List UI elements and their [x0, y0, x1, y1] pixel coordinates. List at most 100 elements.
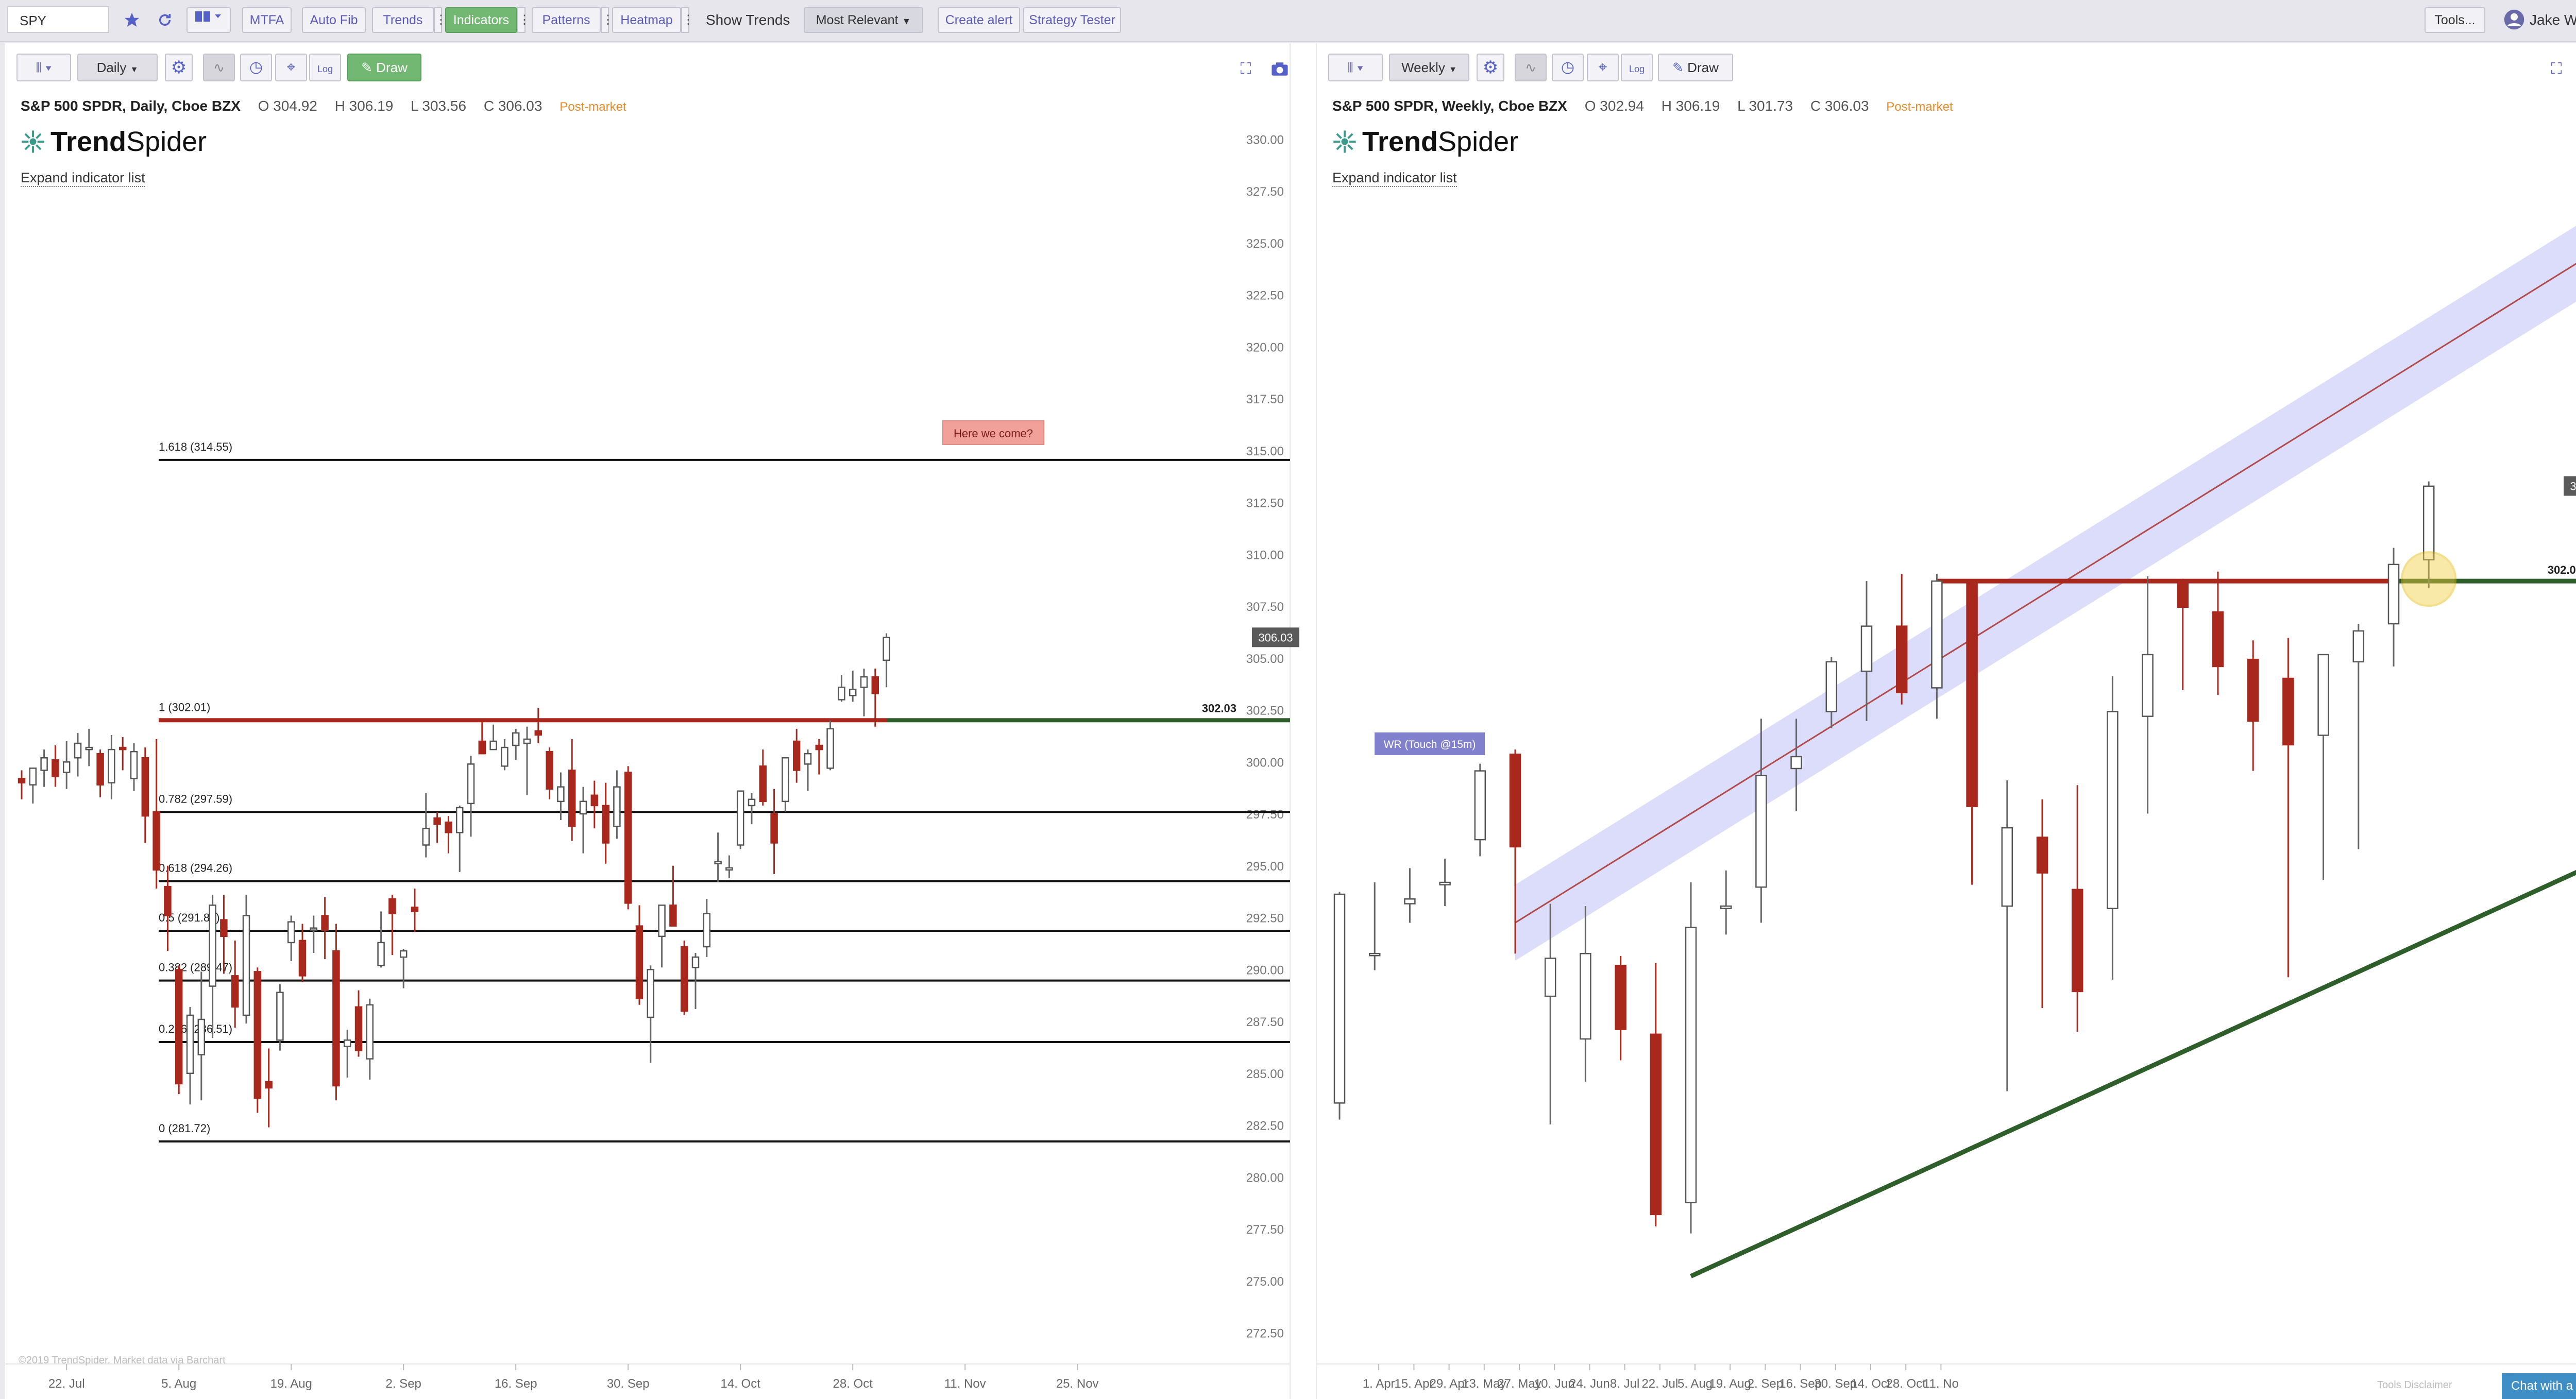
user-avatar-icon[interactable]	[2503, 8, 2526, 31]
gear-icon: ⚙	[1482, 58, 1499, 77]
heatmap-options-icon[interactable]	[681, 7, 689, 33]
date-tick-label: 14. Oct	[721, 1377, 761, 1391]
last-price-tag	[1252, 627, 1299, 647]
candle-body	[1439, 881, 1451, 885]
indicator-tool-button[interactable]: ∿	[1515, 54, 1547, 81]
user-name[interactable]: Jake Wujastyk	[2530, 12, 2576, 28]
most-relevant-value: Most Relevant	[816, 13, 899, 27]
candle-body	[433, 817, 441, 825]
auto-fib-button[interactable]: Auto Fib	[302, 7, 366, 33]
candle-body	[2317, 654, 2329, 736]
date-tick-label: 19. Aug	[270, 1377, 312, 1391]
settings-button[interactable]: ⚙	[1477, 54, 1504, 81]
chat-with-human-button[interactable]: Chat with a human	[2502, 1373, 2576, 1399]
clock-button[interactable]: ◷	[1552, 54, 1584, 81]
trendspider-logo: TrendSpider	[20, 126, 207, 158]
log-scale-button[interactable]: Log	[1621, 54, 1653, 81]
low-value: L 303.56	[411, 98, 467, 114]
candle-body	[1615, 964, 1626, 1030]
date-tick-label: 30. Sep	[1814, 1377, 1857, 1391]
expand-indicator-list-link[interactable]: Expand indicator list	[1332, 170, 1457, 187]
weekly-chart[interactable]: 320.00317.50315.00312.50310.00307.50305.…	[1317, 43, 2576, 1399]
candle-body	[2282, 677, 2294, 746]
draw-button[interactable]: ✎ Draw	[347, 54, 421, 81]
candle-body	[557, 786, 565, 803]
indicators-options-icon[interactable]	[517, 7, 526, 33]
candle-body	[455, 807, 464, 833]
clock-button[interactable]: ◷	[240, 54, 272, 81]
candle-body	[422, 828, 430, 846]
show-trends-label[interactable]: Show Trends	[706, 12, 790, 28]
candle-body	[310, 927, 318, 931]
layout-button[interactable]	[187, 7, 231, 33]
candle-body	[253, 971, 262, 1099]
patterns-options-icon[interactable]	[601, 7, 609, 33]
settings-button[interactable]: ⚙	[165, 54, 193, 81]
price-tick-label: 315.00	[1246, 445, 1284, 458]
candle-body	[1755, 775, 1767, 888]
patterns-button[interactable]: Patterns	[532, 7, 601, 33]
draw-button[interactable]: ✎ Draw	[1658, 54, 1733, 81]
crosshair-button[interactable]: ⌖	[1587, 54, 1619, 81]
most-relevant-select[interactable]: Most Relevant ▼	[804, 7, 923, 33]
trends-options-icon[interactable]	[434, 7, 442, 33]
interval-select[interactable]: Weekly ▼	[1389, 54, 1469, 81]
date-tick-label: 16. Sep	[1779, 1377, 1822, 1391]
candle-body	[388, 898, 396, 914]
candle-body	[118, 746, 127, 750]
mtfa-button[interactable]: MTFA	[242, 7, 292, 33]
daily-chart[interactable]: 330.00 327.50 325.00 322.50 320.00 317.50 315.…	[5, 43, 1316, 1399]
price-tick-label: 275.00	[1246, 1275, 1284, 1289]
star-icon[interactable]	[122, 9, 142, 31]
log-scale-button[interactable]: Log	[309, 54, 341, 81]
level-price-label: 302.00	[2548, 564, 2576, 576]
price-tick-label: 327.50	[1246, 185, 1284, 199]
indicators-button[interactable]: Indicators	[445, 7, 517, 33]
chart-title: S&P 500 SPDR, Daily, Cboe BZX O 304.92 H…	[21, 98, 626, 114]
symbol-input[interactable]: SPY	[7, 6, 109, 33]
price-tick-label: 305.00	[1246, 652, 1284, 666]
date-tick-label: 22. Jul	[48, 1377, 85, 1391]
price-tick-label: 320.00	[1246, 340, 1284, 354]
crosshair-icon: ⌖	[1598, 59, 1607, 76]
chart-type-button[interactable]: ⫴ ▾	[16, 54, 71, 81]
candle-body	[2352, 630, 2365, 662]
date-tick-label: 2. Sep	[1748, 1377, 1783, 1391]
date-tick-label: 1. Apr	[1363, 1377, 1395, 1391]
interval-select[interactable]: Daily ▼	[77, 54, 158, 81]
price-tick-label: 295.00	[1246, 860, 1284, 874]
strategy-tester-button[interactable]: Strategy Tester	[1023, 7, 1121, 33]
candle-body	[748, 798, 756, 807]
date-tick-label: 19. Aug	[1709, 1377, 1751, 1391]
fullscreen-icon[interactable]: ⛶	[2551, 60, 2562, 77]
candle-body	[815, 744, 823, 750]
chart-type-button[interactable]: ⫴ ▾	[1328, 54, 1383, 81]
candle-body	[546, 750, 553, 790]
trends-button[interactable]: Trends	[372, 7, 434, 33]
indicator-tool-button[interactable]: ∿	[203, 54, 235, 81]
candle-body	[759, 765, 767, 803]
crosshair-icon: ⌖	[286, 59, 296, 76]
date-tick-label: 10. Jun	[1534, 1377, 1575, 1391]
candle-body	[691, 956, 700, 968]
fib-level-label: 0.782 (297.59)	[159, 792, 232, 805]
candle-body	[197, 1018, 206, 1055]
create-alert-button[interactable]: Create alert	[938, 7, 1020, 33]
price-tick-label: 325.00	[1246, 237, 1284, 251]
candle-body	[624, 772, 632, 904]
fib-level-label: 1 (302.01)	[159, 701, 210, 713]
candle-body	[2247, 658, 2259, 722]
candle-body	[826, 728, 834, 769]
spider-logo-icon	[22, 130, 44, 153]
price-tick-label: 317.50	[1246, 393, 1284, 406]
candle-body	[725, 867, 733, 871]
expand-indicator-list-link[interactable]: Expand indicator list	[21, 170, 145, 187]
camera-icon[interactable]	[1269, 59, 1290, 79]
crosshair-button[interactable]: ⌖	[275, 54, 307, 81]
heatmap-button[interactable]: Heatmap	[612, 7, 681, 33]
candle-body	[1333, 893, 1346, 1104]
refresh-icon[interactable]	[155, 9, 175, 31]
fullscreen-icon[interactable]: ⛶	[1240, 60, 1251, 77]
disclaimer-watermark: Tools Disclaimer	[2377, 1379, 2452, 1391]
tools-button[interactable]: Tools...	[2425, 7, 2485, 33]
